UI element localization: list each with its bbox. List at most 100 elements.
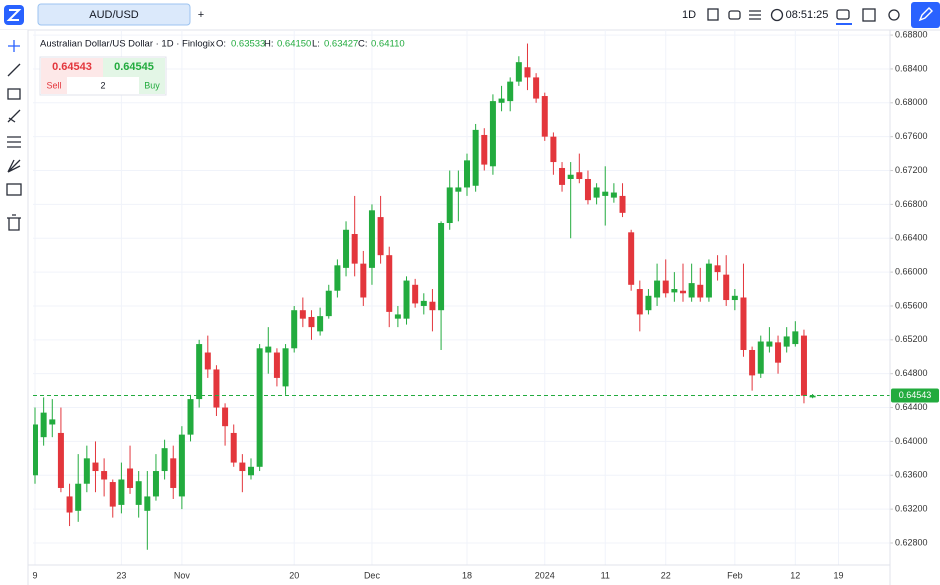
candle-body [567, 174, 574, 179]
symbol-tab[interactable] [37, 3, 191, 26]
candle-body [101, 471, 108, 480]
candle-body [187, 399, 194, 435]
candle-body [40, 412, 47, 438]
layout-icon[interactable] [836, 9, 850, 20]
candle-body [109, 482, 116, 507]
candle-body [610, 192, 617, 198]
candle-body [576, 172, 583, 179]
candle-body [282, 348, 289, 387]
candle-body [75, 483, 82, 511]
candle-body [714, 265, 721, 273]
candle-body [662, 280, 669, 294]
y-tick-label: 0.66400 [895, 233, 928, 243]
x-tick-label: 12 [790, 570, 800, 580]
y-tick-label: 0.66800 [895, 199, 928, 209]
candle-body [57, 432, 64, 488]
candle-body [49, 419, 56, 425]
legend-value: 0.64110 [371, 39, 405, 50]
candle-body [455, 187, 462, 192]
candle-body [92, 462, 99, 472]
shape-tool[interactable] [7, 88, 21, 100]
candle-body [481, 134, 488, 165]
candle-body [740, 297, 747, 350]
candle-body [671, 289, 678, 293]
indicator-icon[interactable] [749, 10, 761, 20]
x-tick-label: Nov [174, 570, 191, 580]
y-tick-label: 0.63200 [895, 504, 928, 514]
last-price-tag [891, 388, 939, 403]
quantity-input[interactable]: 2 [100, 80, 105, 90]
x-tick-label: Dec [364, 570, 381, 580]
candle-body [66, 496, 73, 513]
chart-type-icon[interactable] [707, 8, 719, 21]
legend: Australian Dollar/US Dollar · 1D · Finlo… [40, 39, 405, 50]
candle-body [464, 160, 470, 188]
candle-body [273, 352, 280, 378]
crosshair-tool[interactable] [8, 40, 20, 52]
y-tick-label: 0.68000 [895, 97, 928, 107]
pattern-tool[interactable] [7, 109, 21, 123]
candle-body [118, 479, 125, 505]
y-tick-label: 0.65200 [895, 334, 928, 344]
drawing-tools [6, 40, 22, 231]
candle-body [161, 448, 168, 472]
candle-body [723, 274, 730, 301]
candle-body [550, 136, 557, 163]
candle-body [783, 336, 790, 347]
candle-body [800, 335, 807, 396]
drawing-toolbar [0, 30, 28, 585]
candle-body [731, 295, 738, 301]
grid-icon[interactable] [862, 8, 876, 22]
globe-icon[interactable] [770, 8, 784, 22]
legend-value: 0.63427 [324, 39, 358, 50]
candle-body [127, 468, 134, 488]
candle-body [533, 77, 540, 99]
y-tick-label: 0.63600 [895, 470, 928, 480]
candle-body [515, 62, 522, 82]
candle-body [196, 344, 203, 400]
candle-body [680, 290, 686, 294]
sell-action[interactable] [41, 77, 67, 94]
candle-body [489, 101, 496, 167]
candle-body [351, 234, 358, 264]
candle-body [541, 96, 548, 137]
edit-button[interactable] [911, 2, 940, 28]
candle-body [438, 223, 445, 311]
candle-body [749, 349, 756, 376]
candle-body [325, 290, 332, 317]
candle-body [619, 195, 626, 213]
candle-body [654, 280, 661, 298]
legend-title: Australian Dollar/US Dollar · 1D · Finlo… [40, 39, 215, 50]
buy-action[interactable] [139, 77, 165, 94]
legend-value: 0.63533 [231, 39, 265, 50]
tab-label: AUD/USD [89, 9, 139, 21]
template-icon[interactable] [728, 10, 741, 20]
text-tool[interactable] [6, 183, 22, 196]
candle-body [360, 263, 367, 298]
x-tick-label: 19 [834, 570, 844, 580]
edit-icon [918, 7, 933, 22]
gann-tool[interactable] [7, 159, 21, 173]
buy-button[interactable] [103, 58, 165, 77]
candle-body [256, 348, 263, 467]
candle-body [645, 295, 652, 311]
y-tick-label: 0.66000 [895, 266, 928, 276]
y-tick-label: 0.64800 [895, 368, 928, 378]
candle-body [420, 300, 427, 306]
interval-button[interactable]: 1D [682, 9, 696, 21]
trendline-tool[interactable] [7, 63, 21, 77]
candle-body [230, 432, 237, 463]
x-tick-label: 9 [32, 570, 37, 580]
candle-body [498, 98, 505, 103]
fib-tool[interactable] [7, 136, 21, 148]
delete-tool[interactable] [7, 214, 21, 231]
candle-body [792, 331, 799, 345]
legend-label: H: [264, 39, 274, 50]
sell-button[interactable] [41, 58, 103, 77]
candle-body [368, 210, 375, 268]
candle-body [33, 424, 38, 476]
settings-icon[interactable] [888, 9, 900, 21]
add-tab[interactable]: + [198, 9, 204, 21]
candle-body [809, 395, 816, 398]
x-tick-label: 22 [661, 570, 671, 580]
